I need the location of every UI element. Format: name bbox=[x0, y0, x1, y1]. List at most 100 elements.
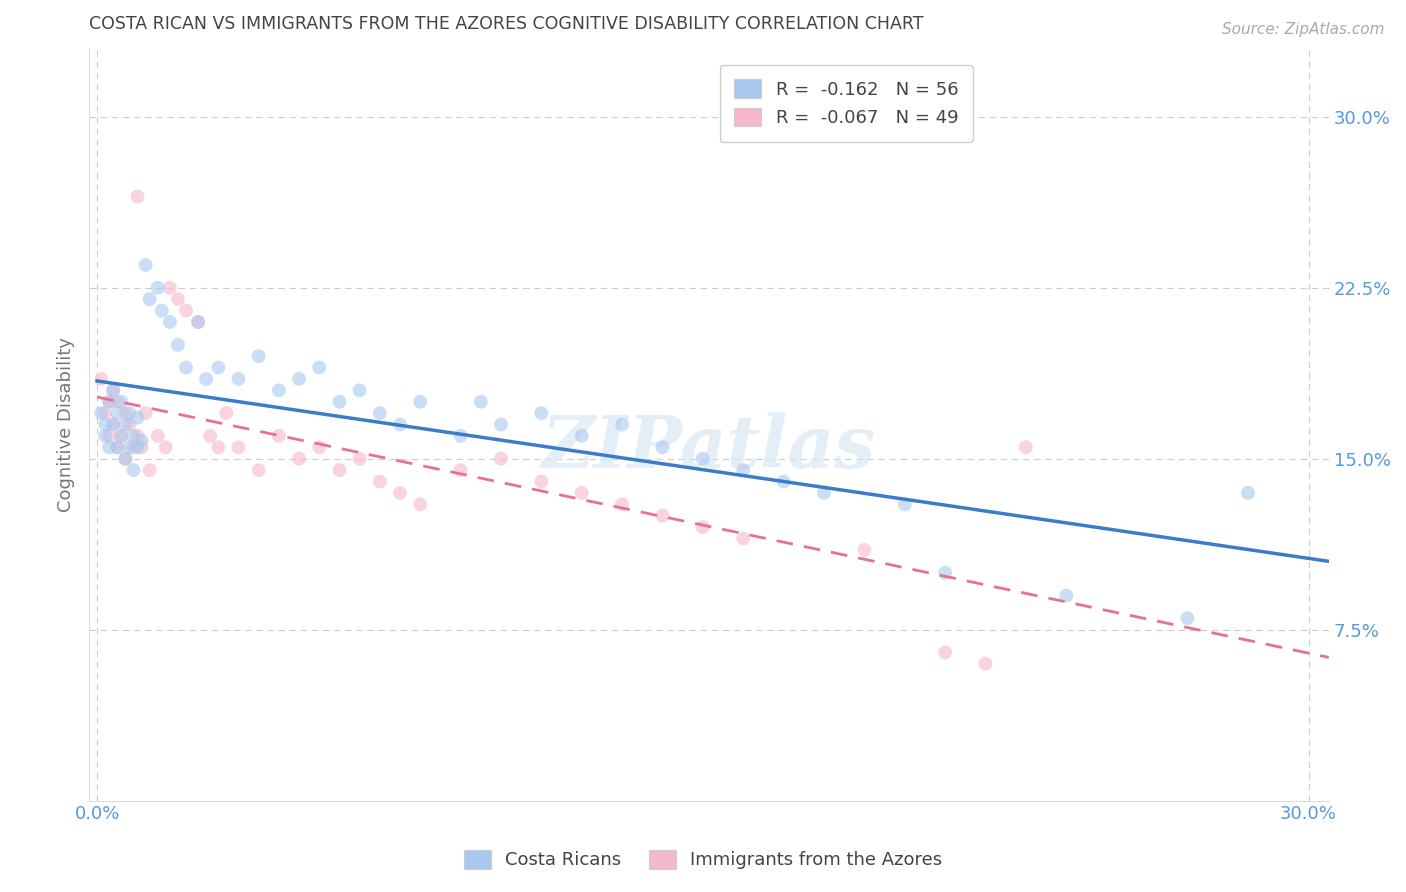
Point bbox=[692, 451, 714, 466]
Point bbox=[489, 451, 512, 466]
Legend: R =  -0.162   N = 56, R =  -0.067   N = 49: R = -0.162 N = 56, R = -0.067 N = 49 bbox=[720, 65, 973, 142]
Point bbox=[155, 440, 177, 454]
Point bbox=[267, 384, 290, 398]
Point bbox=[1177, 611, 1199, 625]
Point bbox=[328, 463, 350, 477]
Point bbox=[228, 440, 250, 454]
Point bbox=[138, 292, 160, 306]
Point bbox=[135, 406, 157, 420]
Point bbox=[530, 475, 553, 489]
Point bbox=[470, 394, 492, 409]
Point bbox=[450, 463, 472, 477]
Point bbox=[174, 303, 197, 318]
Point bbox=[215, 406, 238, 420]
Point bbox=[118, 406, 141, 420]
Point bbox=[207, 360, 229, 375]
Point bbox=[187, 315, 209, 329]
Legend: Costa Ricans, Immigrants from the Azores: Costa Ricans, Immigrants from the Azores bbox=[454, 841, 952, 879]
Point bbox=[127, 440, 149, 454]
Point bbox=[195, 372, 218, 386]
Point bbox=[349, 451, 371, 466]
Point bbox=[228, 372, 250, 386]
Point bbox=[105, 394, 128, 409]
Point bbox=[103, 384, 125, 398]
Point bbox=[103, 417, 125, 432]
Point bbox=[122, 429, 145, 443]
Point bbox=[651, 440, 673, 454]
Point bbox=[934, 645, 956, 659]
Text: COSTA RICAN VS IMMIGRANTS FROM THE AZORES COGNITIVE DISABILITY CORRELATION CHART: COSTA RICAN VS IMMIGRANTS FROM THE AZORE… bbox=[89, 15, 924, 33]
Point bbox=[127, 410, 149, 425]
Point bbox=[308, 440, 330, 454]
Point bbox=[110, 394, 132, 409]
Point bbox=[489, 417, 512, 432]
Text: Source: ZipAtlas.com: Source: ZipAtlas.com bbox=[1222, 22, 1385, 37]
Point bbox=[174, 360, 197, 375]
Point bbox=[288, 372, 311, 386]
Point bbox=[105, 406, 128, 420]
Point bbox=[98, 429, 121, 443]
Point bbox=[114, 406, 136, 420]
Point bbox=[105, 440, 128, 454]
Point bbox=[159, 315, 181, 329]
Point bbox=[1015, 440, 1038, 454]
Point bbox=[118, 417, 141, 432]
Point bbox=[1237, 486, 1260, 500]
Point bbox=[105, 440, 128, 454]
Point bbox=[308, 360, 330, 375]
Point bbox=[571, 429, 593, 443]
Point bbox=[651, 508, 673, 523]
Point bbox=[267, 429, 290, 443]
Point bbox=[127, 429, 149, 443]
Point bbox=[94, 429, 117, 443]
Point bbox=[131, 440, 153, 454]
Point bbox=[934, 566, 956, 580]
Point bbox=[110, 429, 132, 443]
Point bbox=[894, 497, 917, 511]
Point bbox=[90, 372, 112, 386]
Point bbox=[138, 463, 160, 477]
Point bbox=[90, 406, 112, 420]
Point bbox=[368, 406, 391, 420]
Point bbox=[103, 384, 125, 398]
Point bbox=[1054, 589, 1077, 603]
Point bbox=[159, 281, 181, 295]
Point bbox=[247, 349, 270, 363]
Point bbox=[733, 532, 755, 546]
Text: ZIPatlas: ZIPatlas bbox=[541, 411, 876, 483]
Point bbox=[328, 394, 350, 409]
Point bbox=[146, 281, 169, 295]
Point bbox=[122, 463, 145, 477]
Point bbox=[974, 657, 997, 671]
Point bbox=[409, 497, 432, 511]
Point bbox=[853, 542, 876, 557]
Point bbox=[150, 303, 173, 318]
Point bbox=[167, 292, 190, 306]
Y-axis label: Cognitive Disability: Cognitive Disability bbox=[58, 337, 75, 512]
Point bbox=[450, 429, 472, 443]
Point bbox=[772, 475, 794, 489]
Point bbox=[110, 429, 132, 443]
Point bbox=[114, 417, 136, 432]
Point bbox=[127, 189, 149, 203]
Point bbox=[247, 463, 270, 477]
Point bbox=[114, 451, 136, 466]
Point bbox=[167, 337, 190, 351]
Point bbox=[610, 417, 633, 432]
Point bbox=[94, 417, 117, 432]
Point bbox=[368, 475, 391, 489]
Point bbox=[530, 406, 553, 420]
Point bbox=[349, 384, 371, 398]
Point bbox=[388, 417, 411, 432]
Point bbox=[114, 451, 136, 466]
Point bbox=[610, 497, 633, 511]
Point bbox=[813, 486, 835, 500]
Point bbox=[207, 440, 229, 454]
Point bbox=[187, 315, 209, 329]
Point bbox=[98, 394, 121, 409]
Point bbox=[94, 406, 117, 420]
Point bbox=[131, 434, 153, 448]
Point bbox=[200, 429, 222, 443]
Point bbox=[98, 440, 121, 454]
Point bbox=[135, 258, 157, 272]
